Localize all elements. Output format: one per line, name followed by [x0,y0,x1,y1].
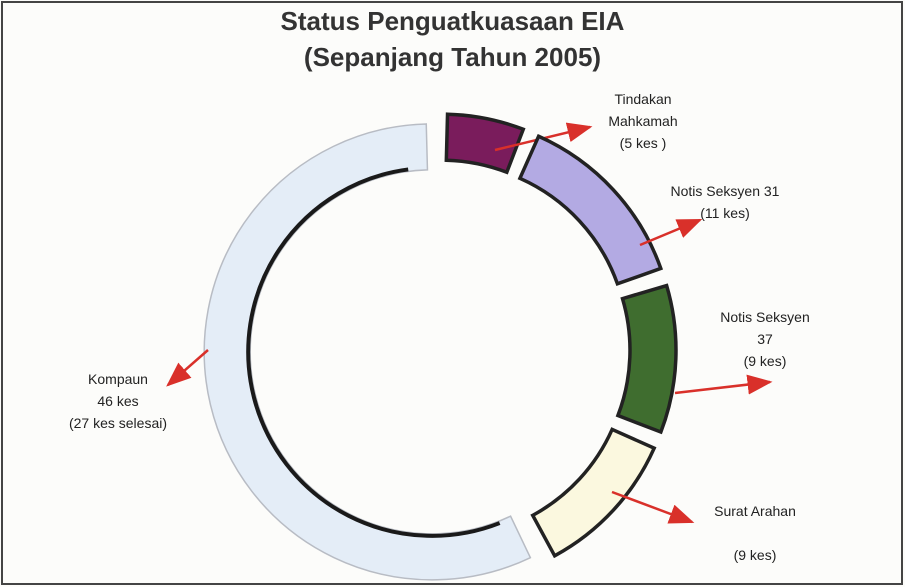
donut-slice [517,133,664,287]
inner-edge [246,167,501,538]
donut-slice [530,427,657,559]
arrow [611,490,695,524]
slice-label: Tindakan Mahkamah [608,91,678,129]
value-label: (9 kes) [733,547,777,563]
donut-slice [444,112,526,175]
slice-label: Kompaun [88,371,148,387]
slice-label: Notis Seksyen 31 [670,183,780,199]
arrow [674,374,773,395]
slice-label: Surat Arahan [714,503,796,519]
value-label: (5 kes ) [619,135,667,151]
donut-slice [203,123,532,581]
chart-title: Status Penguatkuasaan EIA [280,6,625,36]
annotation: (27 kes selesai) [68,415,168,431]
chart-subtitle: (Sepanjang Tahun 2005) [303,42,602,72]
slice-label: Notis Seksyen 37 [720,309,810,347]
arrow [639,218,703,247]
value-label: 46 kes [97,393,139,409]
value-label: (11 kes) [700,205,750,221]
value-label: (9 kes) [743,353,787,369]
arrow [166,349,209,387]
donut-slice [615,283,678,435]
